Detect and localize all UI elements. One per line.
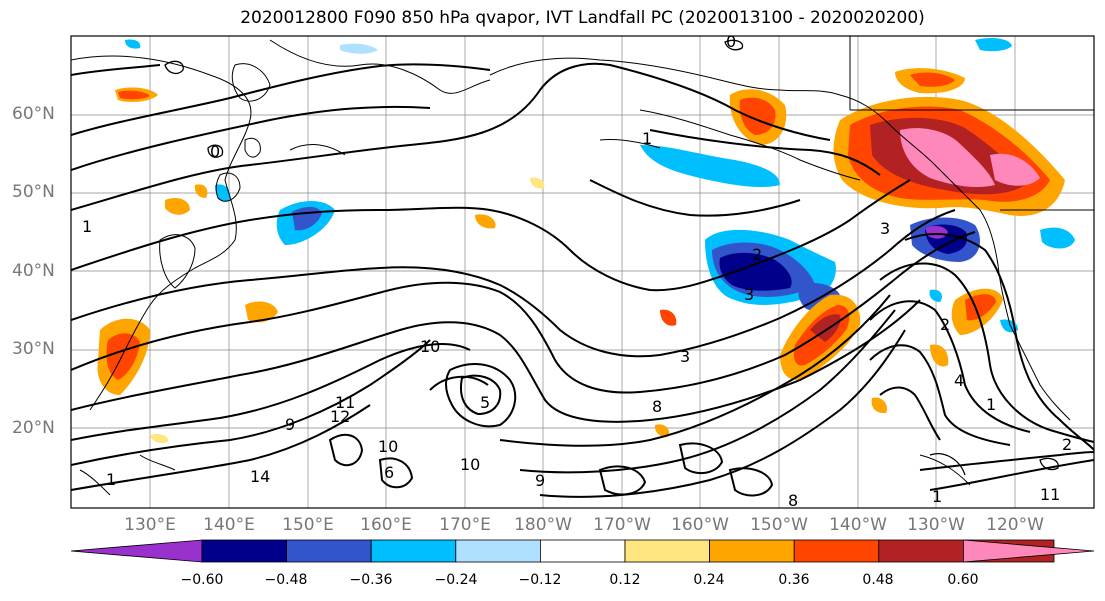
latitude-label: 40°N [12,261,55,281]
longitude-label: 150°W [750,515,808,535]
contour-label: 1 [82,217,92,236]
contour-label: 3 [880,219,890,238]
colorbar-tick-label: −0.60 [180,572,224,588]
contour-label: 11 [1040,485,1060,504]
plot-title: 2020012800 F090 850 hPa qvapor, IVT Land… [240,8,925,28]
longitude-label: 130°W [907,515,965,535]
map-border [70,35,1095,509]
contour-label: 10 [460,455,480,474]
negative-anomaly-fills [125,38,1075,333]
longitude-label: 170°W [593,515,651,535]
colorbar-tick-label: 0.12 [609,572,641,588]
colorbar-extend-high [963,539,1095,563]
colorbar-tick-label: −0.24 [434,572,478,588]
longitude-label: 180°W [514,515,572,535]
longitude-label: 150°E [282,515,334,535]
contour-label: 9 [285,415,295,434]
colorbar-tick-label: −0.12 [518,572,562,588]
contour-label: 4 [954,371,964,390]
contour-labels: 0 0 1 1 2 3 3 3 2 4 1 10 12 14 9 11 10 5… [82,32,1072,510]
contour-label: 3 [680,347,690,366]
colorbar-segment [709,539,795,563]
latitude-label: 60°N [12,104,55,124]
colorbar-tick-label: −0.48 [264,572,308,588]
longitude-label: 140°E [203,515,255,535]
longitude-label: 130°E [124,515,176,535]
colorbar-segment [370,539,457,563]
colorbar-segment [540,539,626,563]
colorbar-tick-label: −0.36 [349,572,393,588]
contour-label: 10 [378,437,398,456]
latitude-label: 50°N [12,182,55,202]
contour-label: 8 [788,491,798,510]
contour-label: 2 [1062,435,1072,454]
contour-label: 1 [642,129,652,148]
colorbar-tick-label: 0.48 [862,572,894,588]
colorbar-segment [793,539,880,563]
colorbar-segment [455,539,541,563]
contour-label: 2 [940,315,950,334]
contour-label: 0 [210,142,220,161]
colorbar-segment [201,539,287,563]
latitude-label: 20°N [12,418,55,438]
zero-contours [164,39,1059,476]
contour-label: 5 [480,393,490,412]
coastlines [71,36,1094,496]
latitude-label: 30°N [12,339,55,359]
colorbar-tick-label: 0.36 [778,572,810,588]
colorbar-tick-label: 0.60 [947,572,979,588]
longitude-label: 140°W [829,515,887,535]
longitude-label: 160°E [360,515,412,535]
contour-label: 2 [752,245,762,264]
colorbar-extend-low [70,539,203,563]
colorbar-segment [286,539,372,563]
contour-label: 1 [932,487,942,506]
contour-label: 11 [335,393,355,412]
contour-label: 12 [330,407,350,426]
contour-label: 1 [106,470,116,489]
ivt-contours [71,62,1094,498]
contour-label: 9 [535,471,545,490]
longitude-label: 170°E [439,515,491,535]
contour-label: 8 [652,397,662,416]
colorbar-segment [624,539,710,563]
contour-label: 1 [986,395,996,414]
colorbar-tick-label: 0.24 [693,572,725,588]
longitude-label: 160°W [671,515,729,535]
contour-label: 10 [420,337,440,356]
longitude-label: 120°W [986,515,1044,535]
contour-label: 14 [250,467,270,486]
contour-label: 6 [384,463,394,482]
contour-label: 0 [726,32,736,51]
contour-label: 3 [744,285,754,304]
